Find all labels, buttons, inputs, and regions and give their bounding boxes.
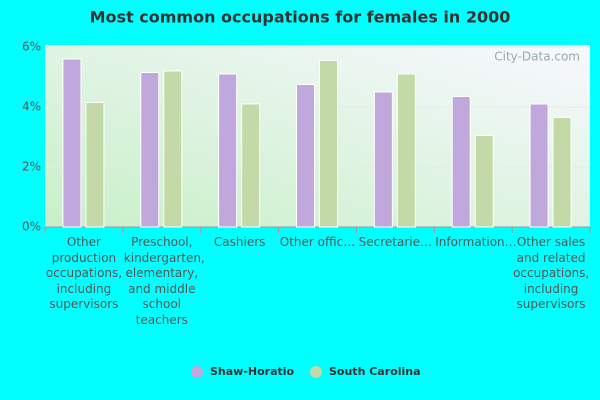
bar	[163, 70, 183, 228]
x-tick-label: Information…	[435, 235, 517, 249]
legend-swatch	[191, 366, 203, 378]
bar	[373, 91, 393, 228]
bar	[218, 73, 238, 228]
bar	[140, 72, 160, 228]
bar	[396, 73, 416, 228]
bar	[241, 103, 261, 228]
bar	[62, 58, 82, 228]
bar	[296, 84, 315, 228]
bar	[552, 117, 572, 228]
legend-swatch	[310, 366, 322, 378]
bar	[451, 96, 471, 228]
plot-area	[45, 45, 590, 227]
x-tick-label: Other production occupations, including …	[45, 235, 123, 311]
x-tick-label: Preschool, kindergarten, elementary, and…	[123, 235, 205, 327]
x-tick-label: Cashiers	[213, 235, 266, 249]
x-tick-label: Other offic…	[279, 235, 356, 249]
bar	[529, 103, 549, 228]
bar	[474, 135, 494, 228]
watermark: City-Data.com	[494, 50, 580, 64]
bar	[85, 102, 105, 228]
y-tick-label: 2%	[22, 160, 41, 174]
x-tick-label: Secretarie…	[358, 235, 433, 249]
x-tick-label: Other sales and related occupations, inc…	[513, 235, 590, 311]
y-tick-label: 6%	[22, 40, 41, 54]
legend-label: Shaw-Horatio	[210, 365, 295, 378]
legend-label: South Carolina	[329, 365, 421, 378]
y-tick-label: 0%	[22, 220, 41, 234]
chart-title: Most common occupations for females in 2…	[90, 8, 511, 27]
bar	[319, 60, 338, 228]
y-tick-label: 4%	[22, 100, 41, 114]
